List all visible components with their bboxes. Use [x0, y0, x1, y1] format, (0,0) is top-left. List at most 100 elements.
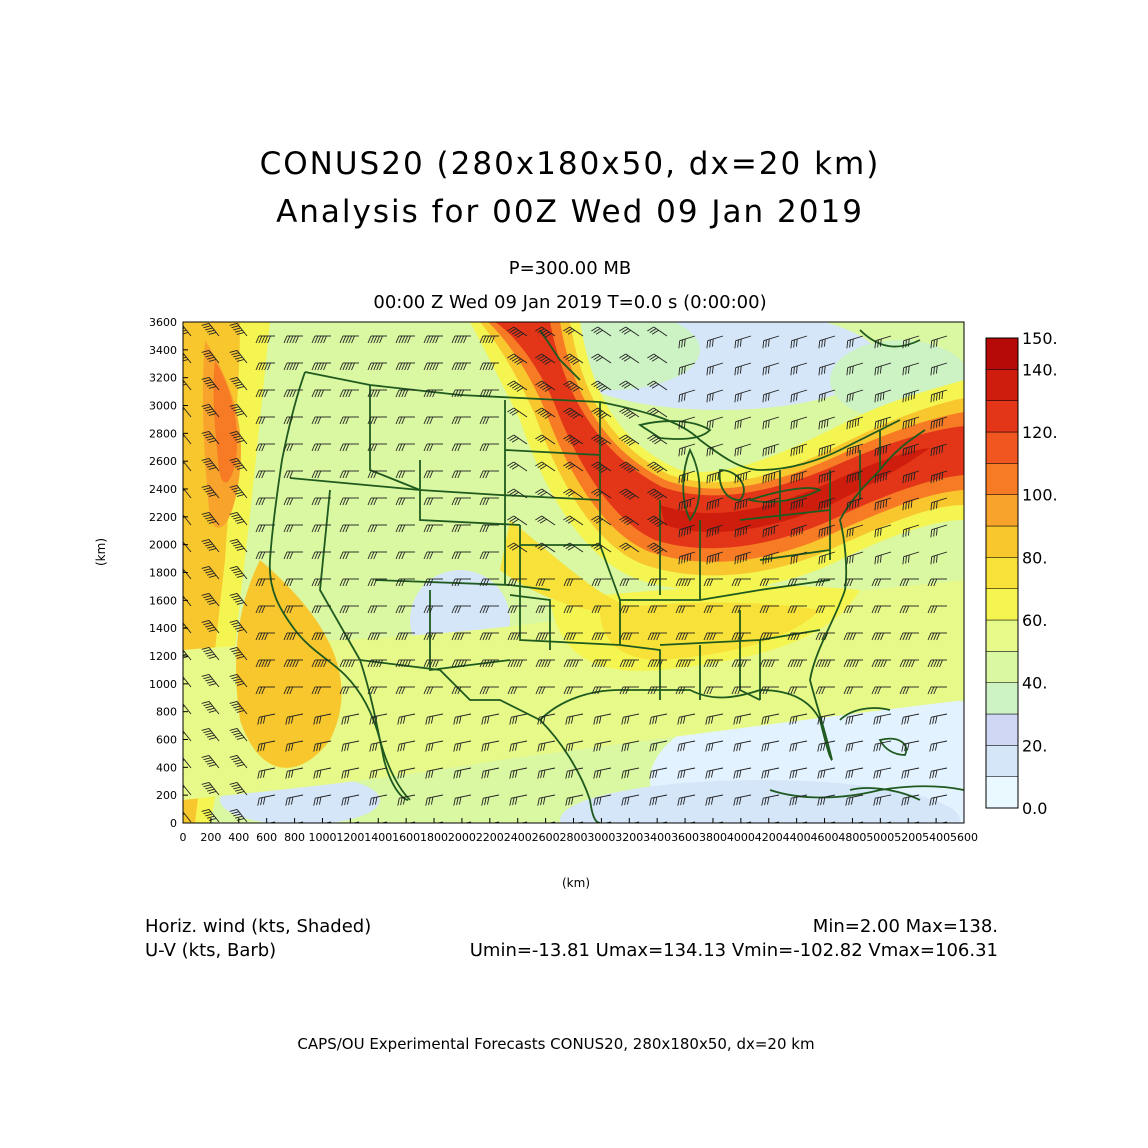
- wind-barb: [815, 632, 835, 641]
- wind-barb: [762, 470, 780, 484]
- wind-barb: [229, 431, 248, 445]
- wind-barb: [734, 416, 752, 430]
- wind-barb: [734, 470, 752, 484]
- wind-barb: [874, 335, 892, 349]
- wind-barb: [311, 632, 331, 641]
- wind-barb: [703, 686, 723, 695]
- wind-barb: [453, 794, 472, 806]
- colorbar-label: 0.0: [1022, 799, 1047, 818]
- wind-barb: [818, 443, 836, 457]
- colorbar-swatch: [985, 745, 1019, 777]
- x-tick-label: 5400: [922, 831, 950, 844]
- wind-barb: [507, 632, 527, 641]
- wind-barb: [647, 542, 668, 554]
- wind-barb: [790, 470, 808, 484]
- wind-barb: [507, 407, 528, 418]
- wind-barb: [367, 362, 387, 371]
- wind-barb: [395, 470, 415, 479]
- wind-barb: [423, 686, 443, 695]
- wind-barb: [425, 767, 444, 779]
- wind-barb: [423, 578, 443, 587]
- wind-barb: [339, 443, 359, 452]
- wind-barb: [255, 389, 275, 398]
- y-tick-label: 3600: [149, 316, 177, 329]
- wind-barb: [843, 605, 863, 614]
- x-tick-label: 2000: [448, 831, 476, 844]
- wind-barb: [563, 407, 584, 419]
- x-tick-label: 1000: [308, 831, 336, 844]
- wind-barb: [313, 767, 332, 779]
- wind-barb: [479, 497, 499, 506]
- wind-barb: [255, 659, 275, 668]
- wind-barb: [789, 713, 808, 725]
- wind-barb: [762, 551, 780, 565]
- wind-barb: [619, 407, 640, 419]
- wind-barb: [787, 578, 807, 587]
- wind-barb: [201, 620, 220, 634]
- wind-barb: [929, 713, 948, 725]
- wind-barb: [201, 701, 220, 715]
- wind-barb: [902, 551, 920, 565]
- wind-barb: [255, 551, 275, 560]
- wind-barb: [619, 461, 640, 473]
- wind-barb: [311, 335, 331, 344]
- wind-barb: [647, 326, 668, 337]
- wind-barb: [423, 362, 443, 371]
- wind-barb: [283, 551, 303, 560]
- wind-barb: [591, 542, 612, 553]
- wind-barb: [619, 659, 639, 668]
- wind-barb: [201, 782, 220, 796]
- wind-barb: [283, 362, 303, 371]
- wind-barb: [902, 470, 920, 484]
- wind-barb: [619, 578, 639, 587]
- wind-barb: [762, 416, 780, 430]
- wind-barb: [818, 335, 836, 349]
- wind-barb: [395, 551, 415, 560]
- wind-barb: [479, 605, 499, 614]
- wind-barb: [703, 659, 723, 668]
- wind-barb: [789, 740, 808, 752]
- wind-barb: [283, 524, 303, 533]
- wind-barb: [535, 542, 556, 553]
- wind-barb: [846, 497, 864, 511]
- wind-barb: [873, 767, 892, 779]
- wind-barb: [761, 767, 780, 779]
- wind-barb: [257, 713, 276, 725]
- wind-barb: [930, 362, 948, 376]
- wind-barb: [201, 728, 220, 742]
- wind-barb: [367, 605, 387, 614]
- wind-barb: [902, 524, 920, 538]
- wind-barb: [815, 686, 835, 695]
- wind-barb: [201, 755, 220, 769]
- pressure-level-label: P=300.00 MB: [508, 258, 632, 279]
- wind-barb: [201, 485, 220, 499]
- x-tick-label: 3400: [643, 831, 671, 844]
- wind-barb: [479, 470, 499, 479]
- legend-barb-label: U-V (kts, Barb): [145, 940, 277, 961]
- wind-barb: [255, 578, 275, 587]
- wind-barb: [369, 713, 388, 725]
- wind-barb: [705, 794, 724, 806]
- wind-barb: [481, 713, 500, 725]
- wind-barb: [706, 335, 724, 349]
- wind-barb: [507, 434, 528, 445]
- colorbar-swatch: [985, 682, 1019, 715]
- colorbar-label: 20.: [1022, 736, 1047, 755]
- wind-barb: [731, 659, 751, 668]
- wind-barb: [902, 389, 920, 403]
- colorbar-swatch: [985, 494, 1019, 527]
- wind-barb: [621, 767, 640, 779]
- wind-barb: [339, 632, 359, 641]
- wind-barb: [731, 632, 751, 641]
- wind-barb: [229, 350, 248, 364]
- wind-barb: [255, 632, 275, 641]
- wind-barb: [790, 443, 808, 457]
- wind-barb: [535, 488, 556, 499]
- wind-barb: [902, 335, 920, 349]
- wind-barb: [201, 323, 220, 337]
- wind-barb: [423, 497, 443, 506]
- plot-title-line2: Analysis for 00Z Wed 09 Jan 2019: [276, 194, 864, 230]
- wind-barb: [311, 416, 331, 425]
- x-tick-label: 1800: [420, 831, 448, 844]
- wind-barb: [229, 674, 248, 688]
